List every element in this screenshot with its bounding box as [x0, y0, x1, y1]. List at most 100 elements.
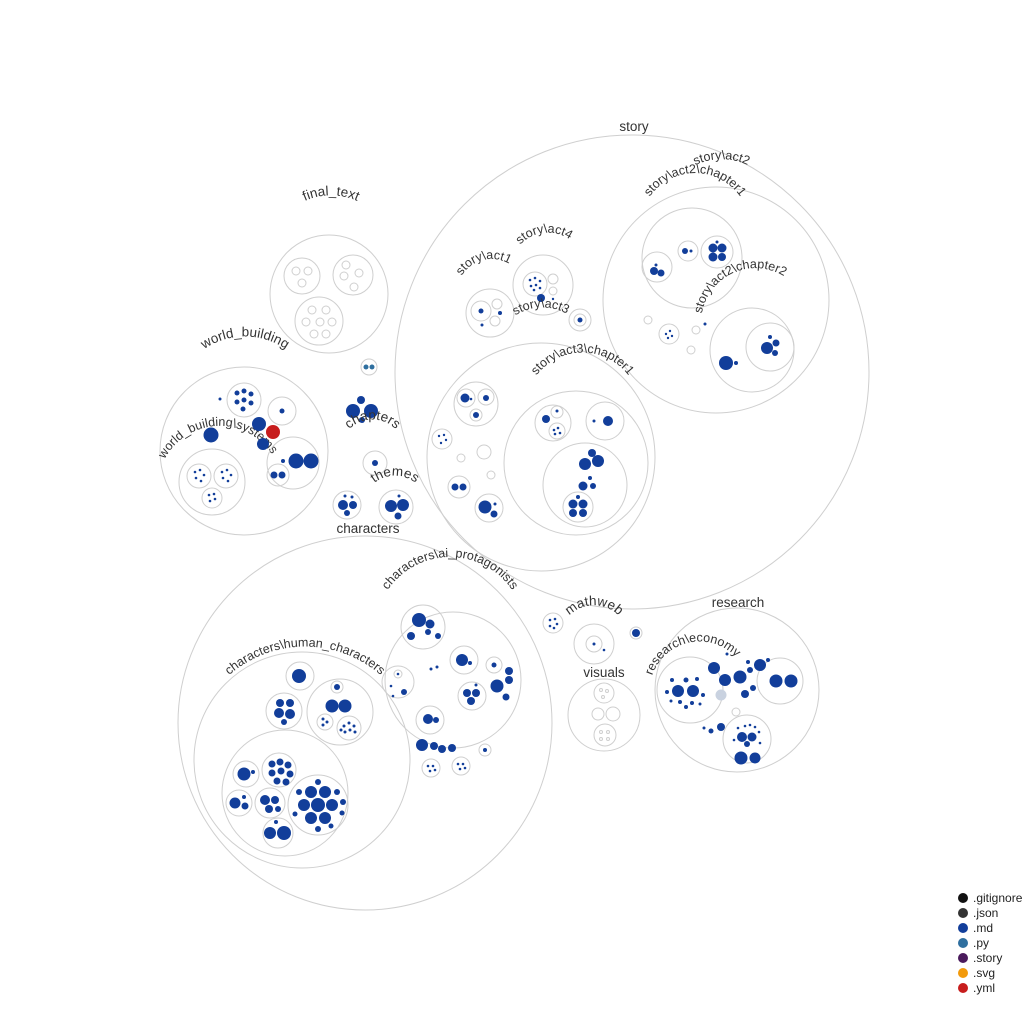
- md-file-node[interactable]: [478, 500, 492, 514]
- md-file-node[interactable]: [275, 806, 281, 812]
- md-file-node[interactable]: [321, 717, 325, 721]
- md-file-node[interactable]: [311, 798, 325, 812]
- file-node[interactable]: [321, 305, 331, 315]
- file-group[interactable]: [415, 705, 445, 735]
- md-file-node[interactable]: [242, 795, 246, 799]
- md-file-node[interactable]: [268, 769, 276, 777]
- file-node[interactable]: [476, 444, 492, 460]
- file-node[interactable]: [315, 317, 325, 327]
- file-group[interactable]: [449, 645, 479, 675]
- md-file-node[interactable]: [241, 397, 247, 403]
- md-file-node[interactable]: [498, 311, 502, 315]
- md-file-node[interactable]: [734, 751, 748, 765]
- file-node[interactable]: [393, 669, 403, 679]
- file-group[interactable]: [261, 752, 297, 788]
- md-file-node[interactable]: [592, 455, 604, 467]
- md-file-node[interactable]: [758, 741, 762, 745]
- file-group[interactable]: [221, 729, 349, 857]
- md-file-node[interactable]: [279, 408, 285, 414]
- md-file-node[interactable]: [529, 284, 533, 288]
- file-group[interactable]: [332, 490, 362, 520]
- themes-circle[interactable]: [378, 489, 414, 525]
- file-group[interactable]: [332, 254, 374, 296]
- file-node[interactable]: [354, 268, 364, 278]
- md-file-node[interactable]: [552, 428, 556, 432]
- md-file-node[interactable]: [221, 476, 225, 480]
- md-file-node[interactable]: [437, 434, 441, 438]
- world-building-systems-circle[interactable]: [178, 448, 246, 516]
- md-file-node[interactable]: [442, 433, 446, 437]
- md-file-node[interactable]: [703, 322, 707, 326]
- md-file-node[interactable]: [754, 659, 766, 671]
- characters-human-characters-circle[interactable]: [193, 651, 411, 869]
- md-file-node[interactable]: [241, 388, 247, 394]
- md-file-node[interactable]: [480, 323, 484, 327]
- md-file-node[interactable]: [747, 667, 753, 673]
- md-file-node[interactable]: [226, 479, 230, 483]
- file-group[interactable]: [201, 487, 223, 509]
- md-file-node[interactable]: [264, 827, 276, 839]
- file-node[interactable]: [585, 635, 603, 653]
- md-file-node[interactable]: [746, 660, 750, 664]
- file-group[interactable]: [266, 463, 290, 487]
- md-file-node[interactable]: [592, 642, 596, 646]
- file-node[interactable]: [341, 260, 351, 270]
- md-file-node[interactable]: [555, 409, 559, 413]
- md-file-node[interactable]: [251, 770, 255, 774]
- file-node[interactable]: [486, 470, 496, 480]
- md-file-node[interactable]: [725, 652, 729, 656]
- file-node[interactable]: [686, 345, 696, 355]
- md-file-node[interactable]: [248, 400, 254, 406]
- file-group[interactable]: [542, 442, 628, 528]
- md-file-node[interactable]: [483, 748, 487, 752]
- md-file-node[interactable]: [683, 677, 689, 683]
- md-file-node[interactable]: [665, 690, 669, 694]
- md-file-node[interactable]: [768, 335, 772, 339]
- md-file-node[interactable]: [698, 702, 702, 706]
- md-file-node[interactable]: [396, 672, 400, 676]
- story-circle[interactable]: [394, 134, 870, 610]
- md-file-node[interactable]: [288, 453, 304, 469]
- file-node[interactable]: [548, 286, 558, 296]
- md-file-node[interactable]: [225, 468, 229, 472]
- md-file-node[interactable]: [461, 762, 465, 766]
- md-file-node[interactable]: [305, 786, 317, 798]
- md-file-node[interactable]: [296, 789, 302, 795]
- md-file-node[interactable]: [576, 495, 580, 499]
- file-node[interactable]: [599, 730, 603, 734]
- md-file-node[interactable]: [357, 396, 365, 404]
- file-node[interactable]: [327, 317, 337, 327]
- md-file-node[interactable]: [397, 499, 409, 511]
- md-file-node[interactable]: [556, 426, 560, 430]
- md-file-node[interactable]: [690, 701, 694, 705]
- md-file-node[interactable]: [757, 730, 761, 734]
- file-node[interactable]: [573, 313, 587, 327]
- md-file-node[interactable]: [407, 632, 415, 640]
- md-file-node[interactable]: [719, 356, 733, 370]
- md-file-node[interactable]: [260, 795, 270, 805]
- md-file-node[interactable]: [338, 699, 352, 713]
- file-group[interactable]: [658, 323, 680, 345]
- story-act3-chapter1-circle[interactable]: [503, 390, 649, 536]
- md-file-node[interactable]: [761, 342, 773, 354]
- md-file-node[interactable]: [240, 406, 246, 412]
- file-node[interactable]: [605, 689, 609, 693]
- md-file-node[interactable]: [364, 404, 378, 418]
- md-file-node[interactable]: [748, 723, 752, 727]
- md-file-node[interactable]: [733, 670, 747, 684]
- md-file-node[interactable]: [555, 622, 559, 626]
- md-file-node[interactable]: [469, 397, 473, 401]
- file-group[interactable]: [283, 257, 321, 295]
- md-file-node[interactable]: [456, 654, 468, 666]
- story-act3-circle[interactable]: [426, 342, 656, 572]
- md-file-node[interactable]: [473, 412, 479, 418]
- file-group[interactable]: [677, 240, 699, 262]
- md-file-node[interactable]: [632, 629, 640, 637]
- md-file-node[interactable]: [460, 393, 470, 403]
- md-file-node[interactable]: [319, 786, 331, 798]
- md-file-node[interactable]: [463, 689, 471, 697]
- md-file-node[interactable]: [769, 674, 783, 688]
- md-file-node[interactable]: [276, 758, 284, 766]
- md-file-node[interactable]: [305, 812, 317, 824]
- file-group[interactable]: [478, 743, 492, 757]
